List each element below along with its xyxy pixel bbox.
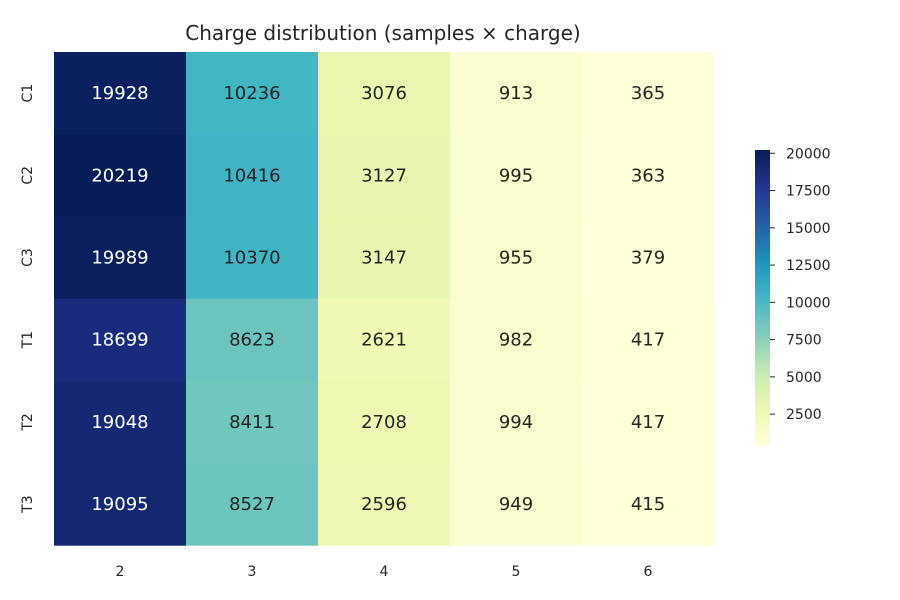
heatmap-cell: [582, 298, 715, 382]
cell-value-label: 994: [499, 412, 533, 433]
y-tick-label: C1: [20, 84, 36, 103]
cell-value-label: 363: [631, 165, 665, 186]
cell-value-label: 19989: [91, 248, 148, 269]
heatmap-cell: [318, 463, 451, 546]
colorbar-tick-label: 2500: [786, 407, 822, 423]
x-axis-ticks: 2 3 4 5 6: [116, 564, 653, 580]
y-tick-label: T2: [20, 413, 36, 431]
colorbar-tick-label: 12500: [786, 258, 831, 274]
colorbar-tick-label: 5000: [786, 370, 822, 386]
heatmap-cell: [450, 463, 583, 546]
y-tick-label: C3: [20, 248, 36, 267]
heatmap-cell: [54, 216, 187, 300]
heatmap-cell: [54, 52, 187, 135]
cell-value-label: 3076: [361, 83, 407, 104]
cell-value-label: 955: [499, 248, 533, 269]
cell-value-label: 417: [631, 330, 665, 351]
cell-value-label: 18699: [91, 330, 148, 351]
heatmap-cell: [582, 380, 715, 464]
cell-value-label: 982: [499, 330, 533, 351]
colorbar-tick-label: 10000: [786, 295, 831, 311]
heatmap-cell: [582, 52, 715, 135]
colorbar-tick-label: 17500: [786, 184, 831, 200]
cell-value-label: 19928: [91, 83, 148, 104]
heatmap-cell: [54, 298, 187, 382]
cell-value-label: 913: [499, 83, 533, 104]
heatmap-cell: [186, 52, 319, 135]
heatmap-cell: [450, 52, 583, 135]
cell-value-label: 19048: [91, 412, 148, 433]
cell-value-label: 2596: [361, 494, 407, 515]
x-tick-label: 3: [248, 564, 257, 580]
cell-value-label: 10370: [223, 248, 280, 269]
heatmap-cell: [450, 380, 583, 464]
heatmap-cell: [186, 463, 319, 546]
x-tick-label: 2: [116, 564, 125, 580]
colorbar-gradient: [755, 150, 770, 446]
heatmap-cell: [318, 298, 451, 382]
cell-value-label: 365: [631, 83, 665, 104]
cell-value-label: 417: [631, 412, 665, 433]
cell-value-label: 8411: [229, 412, 275, 433]
cell-value-label: 3147: [361, 248, 407, 269]
heatmap-cell: [318, 380, 451, 464]
heatmap-cell: [186, 298, 319, 382]
cell-value-label: 379: [631, 248, 665, 269]
y-tick-label: T3: [20, 495, 36, 513]
chart-title: Charge distribution (samples × charge): [185, 21, 580, 45]
cell-value-label: 8527: [229, 494, 275, 515]
heatmap-cell: [54, 380, 187, 464]
cell-value-label: 2621: [361, 330, 407, 351]
cell-value-label: 20219: [91, 165, 148, 186]
x-tick-label: 4: [380, 564, 389, 580]
colorbar-tick-label: 15000: [786, 221, 831, 237]
cell-value-label: 3127: [361, 165, 407, 186]
cell-value-label: 2708: [361, 412, 407, 433]
cell-value-label: 19095: [91, 494, 148, 515]
heatmap-cell: [450, 216, 583, 300]
heatmap-cells: [54, 52, 715, 546]
heatmap-cell: [582, 216, 715, 300]
heatmap-cell: [450, 134, 583, 217]
x-tick-label: 5: [512, 564, 521, 580]
cell-value-label: 10416: [223, 165, 280, 186]
cell-value-label: 949: [499, 494, 533, 515]
heatmap-cell: [318, 134, 451, 217]
heatmap-cell: [318, 216, 451, 300]
heatmap-cell: [186, 216, 319, 300]
y-axis-ticks: C1 C2 C3 T1 T2 T3: [20, 84, 36, 514]
heatmap-cell: [582, 463, 715, 546]
heatmap-cell: [318, 52, 451, 135]
cell-value-labels: 19928 10236 3076 913 365 20219 10416 3127 995 363…: [91, 83, 665, 515]
heatmap-cell: [450, 298, 583, 382]
heatmap-cell: [186, 380, 319, 464]
y-tick-label: C2: [20, 166, 36, 185]
colorbar: 2500 5000 7500 10000 12500 15000 17500 20000: [755, 146, 831, 446]
cell-value-label: 8623: [229, 330, 275, 351]
cell-value-label: 995: [499, 165, 533, 186]
cell-value-label: 10236: [223, 83, 280, 104]
heatmap-cell: [54, 463, 187, 546]
colorbar-tick-label: 20000: [786, 146, 831, 162]
heatmap-cell: [186, 134, 319, 217]
heatmap-cell: [54, 134, 187, 217]
cell-value-label: 415: [631, 494, 665, 515]
y-tick-label: T1: [20, 331, 36, 349]
x-tick-label: 6: [644, 564, 653, 580]
colorbar-tick-label: 7500: [786, 333, 822, 349]
heatmap-cell: [582, 134, 715, 217]
